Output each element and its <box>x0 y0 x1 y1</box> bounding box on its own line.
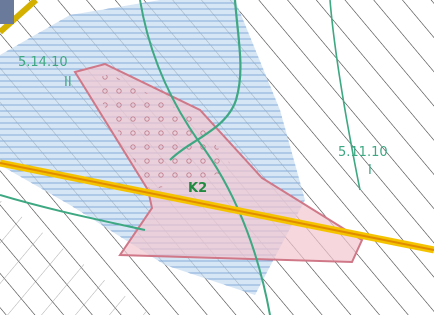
marker-label: K2 <box>188 181 207 196</box>
page: 5.14.10 II 5.11.10 I K2 (() => { const d… <box>0 0 434 315</box>
zone-code: 5.14.10 <box>18 55 68 70</box>
zone-code: 5.11.10 <box>338 145 388 160</box>
zone-class: I <box>368 163 372 178</box>
map: 5.14.10 II 5.11.10 I K2 <box>0 0 434 315</box>
building <box>0 0 14 24</box>
zone-class: II <box>64 75 72 90</box>
